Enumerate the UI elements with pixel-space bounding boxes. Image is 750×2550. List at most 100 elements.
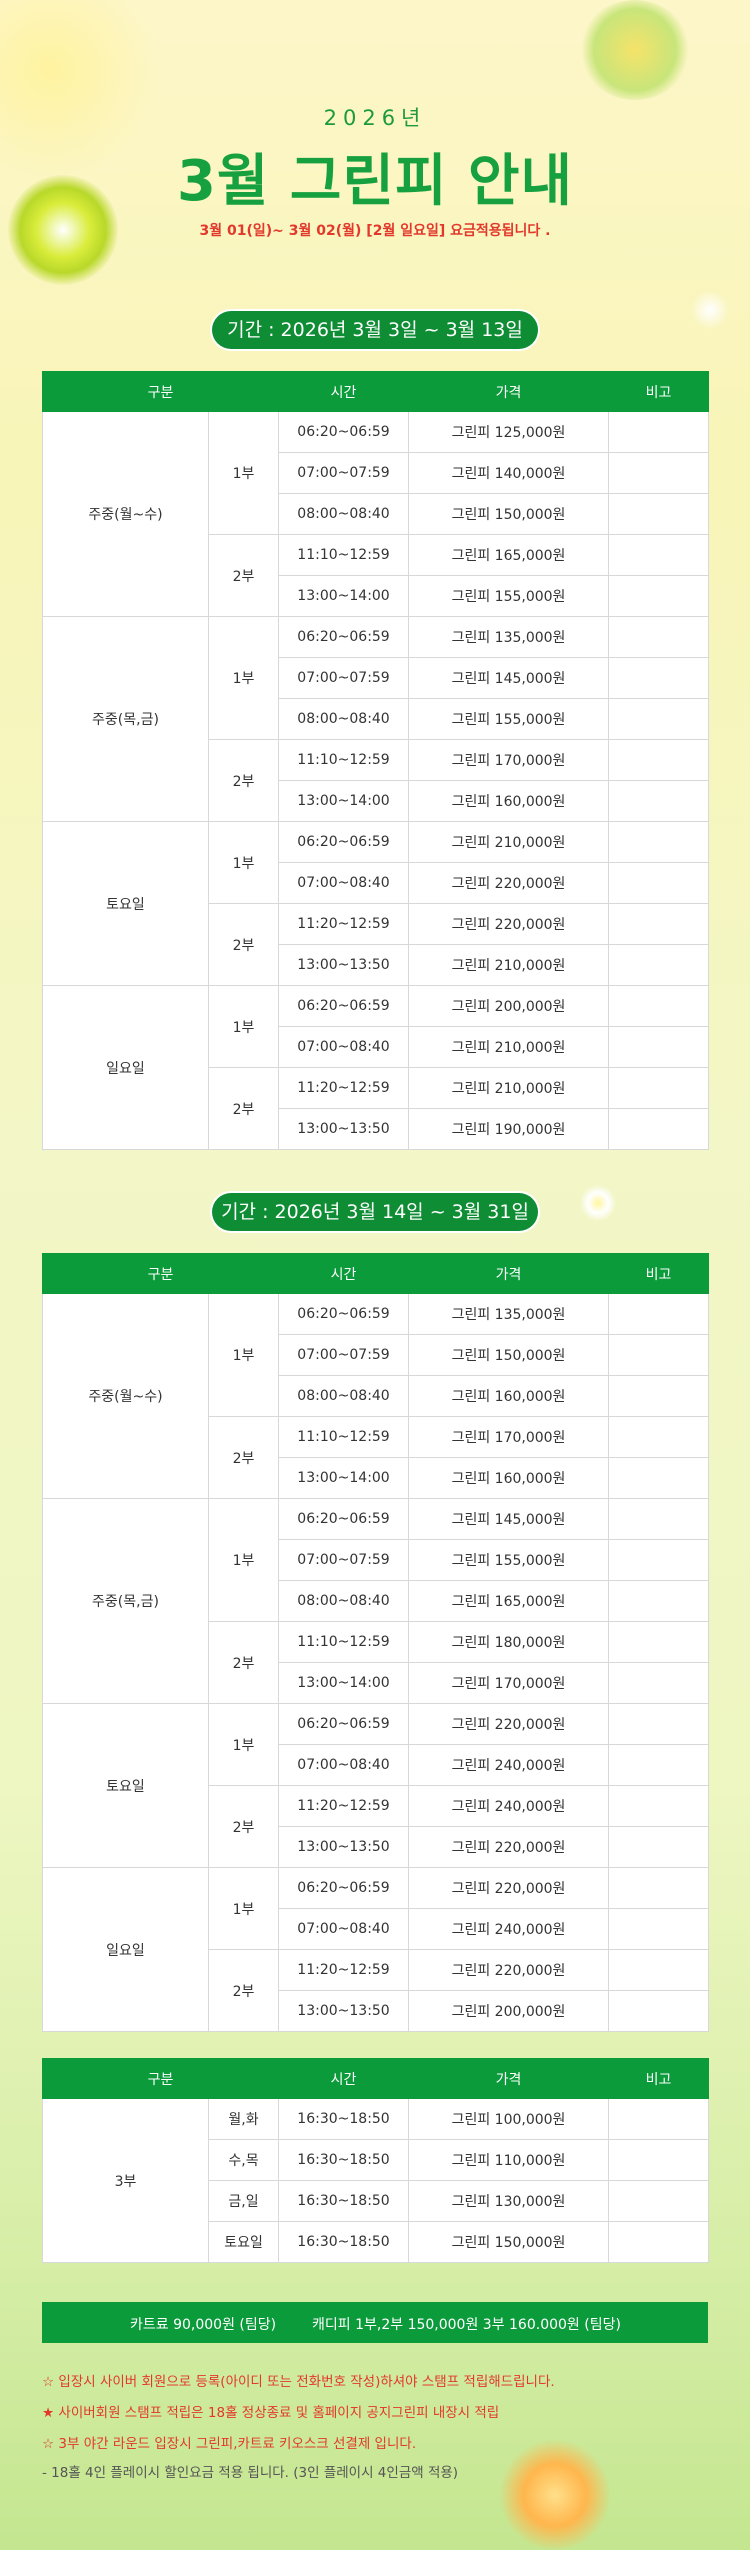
header-cell: 가격 (408, 371, 610, 412)
price-cell: 그린피 140,000원 (408, 452, 610, 494)
price-cell: 그린피 165,000원 (408, 1580, 610, 1622)
header-cell: 구분 (41, 371, 280, 412)
row: 08:00~08:40 그린피 155,000원 (43, 698, 710, 740)
header-cell: 비고 (608, 1253, 710, 1294)
remark-cell (608, 1744, 710, 1786)
time-cell: 06:20~06:59 (278, 985, 410, 1027)
flower (580, 0, 690, 100)
remark-cell (608, 1416, 710, 1458)
remark-cell (608, 698, 710, 740)
remark-cell (608, 1580, 710, 1622)
row: 주중(월~수) 1부 06:20~06:59 그린피 135,000원 (42, 1293, 710, 1499)
row: 토요일 1부 06:20~06:59 그린피 210,000원 (42, 821, 710, 986)
part-cell: 1부 (207, 1293, 280, 1417)
time-cell: 07:00~07:59 (278, 452, 410, 494)
price-cell: 그린피 200,000원 (408, 1990, 610, 2032)
price-cell: 그린피 220,000원 (408, 1703, 610, 1745)
row: 주중(월~수) 1부 06:20~06:59 그린피 125,000원 (42, 411, 710, 617)
row: 주중(목,금) 1부 06:20~06:59 그린피 145,000원 (42, 1498, 710, 1704)
time-cell: 13:00~14:00 (278, 1457, 410, 1499)
time-cell: 11:10~12:59 (278, 534, 410, 576)
time-cell: 07:00~08:40 (278, 1908, 410, 1950)
price-cell: 그린피 130,000원 (408, 2180, 610, 2222)
row: 08:00~08:40 그린피 150,000원 (43, 493, 710, 535)
price-cell: 그린피 190,000원 (408, 1108, 610, 1150)
row: 13:00~14:00 그린피 155,000원 (43, 575, 710, 617)
row: 07:00~08:40 그린피 240,000원 (43, 1744, 710, 1786)
price-cell: 그린피 240,000원 (408, 1744, 610, 1786)
remark-cell (608, 1662, 710, 1704)
time-cell: 06:20~06:59 (278, 1867, 410, 1909)
price-cell: 그린피 150,000원 (408, 2221, 610, 2263)
row: 일요일 1부 06:20~06:59 그린피 200,000원 (42, 985, 710, 1150)
time-cell: 11:10~12:59 (278, 739, 410, 781)
part-cell: 2부 (207, 1621, 280, 1704)
remark-cell (608, 1703, 710, 1745)
price-cell: 그린피 155,000원 (408, 698, 610, 740)
time-cell: 16:30~18:50 (278, 2139, 410, 2181)
part-cell: 1부 (207, 616, 280, 740)
price-cell: 그린피 220,000원 (408, 903, 610, 945)
group-cell: 주중(목,금) (42, 1498, 209, 1704)
row: 07:00~07:59 그린피 140,000원 (43, 452, 710, 494)
part-cell: 2부 (207, 1067, 280, 1150)
part-cell: 2부 (207, 903, 280, 986)
part-cell: 1부 (207, 1703, 280, 1786)
row: 금,일 16:30~18:50 그린피 130,000원 (43, 2180, 710, 2222)
remark-cell (608, 1108, 710, 1150)
header-cell: 가격 (408, 2058, 610, 2099)
time-cell: 08:00~08:40 (278, 1580, 410, 1622)
note: ☆ 입장시 사이버 회원으로 등록(아이디 또는 전화번호 작성)하셔야 스탬프… (42, 2374, 555, 2390)
footer-bar: 카트료 90,000원 (팀당) 캐디피 1부,2부 150,000원 3부 1… (42, 2302, 708, 2343)
part-cell: 2부 (207, 739, 280, 822)
price-cell: 그린피 220,000원 (408, 1867, 610, 1909)
row: 3부 월,화 16:30~18:50 그린피 100,000원 (42, 2098, 710, 2263)
flower (500, 2440, 610, 2550)
time-cell: 11:10~12:59 (278, 1621, 410, 1663)
price-cell: 그린피 170,000원 (408, 1416, 610, 1458)
remark-cell (608, 1539, 710, 1581)
price-cell: 그린피 150,000원 (408, 1334, 610, 1376)
caddie-fee: 캐디피 1부,2부 150,000원 3부 160.000원 (팀당) (312, 2317, 621, 2333)
flower (580, 1185, 616, 1221)
price-cell: 그린피 240,000원 (408, 1908, 610, 1950)
group-cell: 토요일 (42, 1703, 209, 1868)
part-cell: 2부 (207, 1949, 280, 2032)
time-cell: 11:20~12:59 (278, 903, 410, 945)
time-cell: 06:20~06:59 (278, 411, 410, 453)
row: 07:00~08:40 그린피 210,000원 (43, 1026, 710, 1068)
group-cell: 주중(월~수) (42, 1293, 209, 1499)
group-cell: 주중(월~수) (42, 411, 209, 617)
time-cell: 08:00~08:40 (278, 698, 410, 740)
price-cell: 그린피 170,000원 (408, 1662, 610, 1704)
price-cell: 그린피 125,000원 (408, 411, 610, 453)
header-row: 구분 시간 가격 비고 (41, 1253, 710, 1294)
row: 08:00~08:40 그린피 165,000원 (43, 1580, 710, 1622)
fee-table: 구분 시간 가격 비고 주중(월~수) 1부 06:20~06:59 그린피 135,000원… (41, 1253, 710, 2032)
header-cell: 시간 (278, 371, 410, 412)
flower (690, 290, 730, 330)
remark-cell (608, 2221, 710, 2263)
header-row: 구분 시간 가격 비고 (41, 371, 710, 412)
time-cell: 16:30~18:50 (278, 2180, 410, 2222)
price-cell: 그린피 155,000원 (408, 575, 610, 617)
row: 13:00~13:50 그린피 220,000원 (43, 1826, 710, 1868)
time-cell: 07:00~08:40 (278, 1026, 410, 1068)
row: 2부 11:10~12:59 그린피 170,000원 (43, 1416, 710, 1499)
price-cell: 그린피 155,000원 (408, 1539, 610, 1581)
time-cell: 08:00~08:40 (278, 493, 410, 535)
time-cell: 16:30~18:50 (278, 2221, 410, 2263)
time-cell: 11:20~12:59 (278, 1785, 410, 1827)
notice: 3월 01(일)~ 3월 02(월) [2월 일요일] 요금적용됩니다 . (199, 223, 551, 239)
time-cell: 06:20~06:59 (278, 1498, 410, 1540)
note: ☆ 3부 야간 라운드 입장시 그린피,카트료 키오스크 선결제 입니다. (42, 2436, 417, 2452)
row: 2부 11:20~12:59 그린피 210,000원 (43, 1067, 710, 1150)
header-cell: 비고 (608, 2058, 710, 2099)
row: 일요일 1부 06:20~06:59 그린피 220,000원 (42, 1867, 710, 2032)
price-cell: 그린피 240,000원 (408, 1785, 610, 1827)
time-cell: 13:00~13:50 (278, 1108, 410, 1150)
price-cell: 그린피 210,000원 (408, 944, 610, 986)
row: 2부 11:10~12:59 그린피 170,000원 (43, 739, 710, 822)
remark-cell (608, 575, 710, 617)
